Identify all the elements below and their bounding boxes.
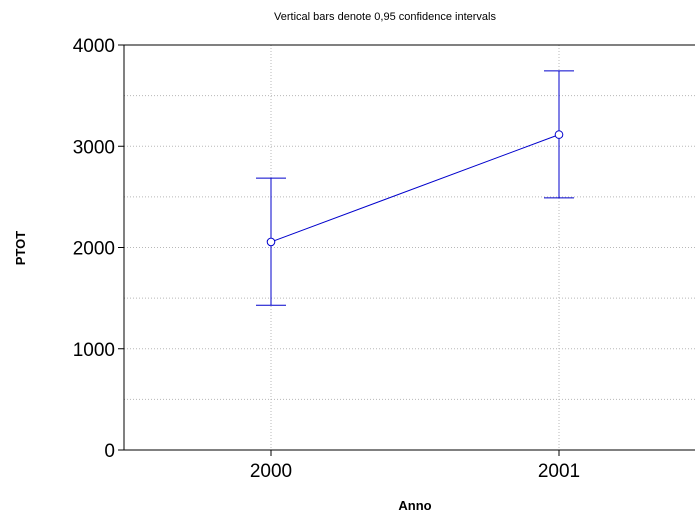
y-tick-label: 4000 [73, 36, 115, 57]
series-line [270, 134, 560, 243]
data-point [266, 237, 276, 247]
y-tick-label: 0 [104, 441, 115, 462]
y-tick-label: 2000 [73, 239, 115, 260]
tick-labels: 0 1000 2000 3000 4000 2000 2001 [73, 36, 580, 482]
y-axis-label: PTOT [13, 231, 28, 265]
y-tick-label: 3000 [73, 137, 115, 158]
chart-subtitle: Vertical bars denote 0,95 confidence int… [274, 11, 496, 23]
grid [124, 45, 695, 450]
series-layer [256, 70, 574, 306]
x-tick-label: 2001 [538, 461, 580, 482]
x-axis-label: Anno [398, 498, 431, 513]
data-point [554, 130, 564, 139]
y-tick-label: 1000 [73, 340, 115, 361]
axes [118, 44, 695, 456]
x-tick-label: 2000 [250, 461, 292, 482]
